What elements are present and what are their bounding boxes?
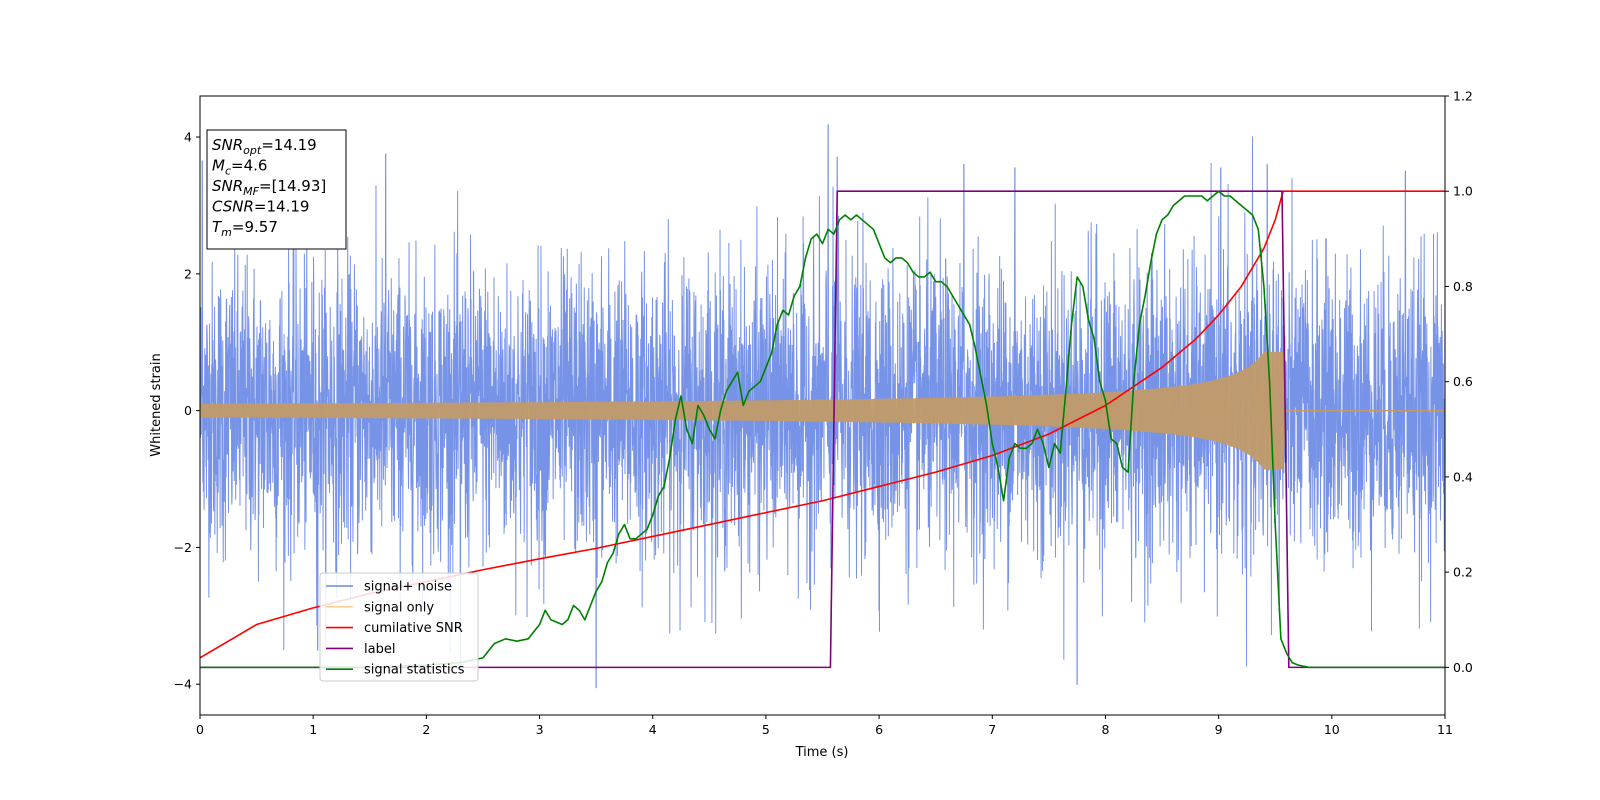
y-right-tick-label: 0.2 <box>1453 565 1473 580</box>
series-signal-statistics-line <box>200 190 1445 669</box>
info-box-line: SNRMF=[14.93] <box>212 177 326 198</box>
series-signal-only-line <box>200 351 1445 470</box>
legend-entry: cumilative SNR <box>364 621 463 636</box>
x-tick-label: 11 <box>1437 722 1453 737</box>
info-box-line: CSNR=14.19 <box>212 198 309 216</box>
y-axis-left: −4 −2 0 2 4 <box>174 130 200 692</box>
x-tick-label: 9 <box>1215 722 1223 737</box>
series-layer <box>200 124 1445 689</box>
x-tick-label: 1 <box>309 722 317 737</box>
y-right-tick-label: 0.6 <box>1453 374 1473 389</box>
y-left-tick-label: −2 <box>174 540 192 555</box>
legend-entry: signal+ noise <box>364 580 452 595</box>
legend-entry: label <box>364 642 395 657</box>
legend: signal+ noise signal only cumilative SNR la… <box>319 572 479 682</box>
y-right-tick-label: 0.8 <box>1453 279 1473 294</box>
x-tick-label: 5 <box>762 722 770 737</box>
x-tick-label: 7 <box>988 722 996 737</box>
x-tick-label: 3 <box>536 722 544 737</box>
info-box-frame <box>206 129 347 250</box>
y-left-tick-label: −4 <box>174 677 192 692</box>
legend-entry: signal statistics <box>364 663 465 678</box>
y-right-tick-label: 0.0 <box>1453 660 1473 675</box>
info-box: SNRopt=14.19Mc=4.6SNRMF=[14.93]CSNR=14.1… <box>206 129 347 250</box>
x-tick-label: 0 <box>196 722 204 737</box>
legend-entry: signal only <box>364 600 434 615</box>
plot-frame <box>199 95 1446 716</box>
y-left-tick-label: 0 <box>184 403 192 418</box>
x-tick-label: 4 <box>649 722 657 737</box>
legend-frame <box>319 572 479 682</box>
x-axis-label: Time (s) <box>795 745 849 760</box>
y-right-tick-label: 0.4 <box>1453 469 1473 484</box>
y-right-tick-label: 1.0 <box>1453 184 1473 199</box>
info-box-line: SNRopt=14.19 <box>212 136 317 157</box>
x-axis: 0 1 2 3 4 5 6 7 8 9 10 11 <box>196 715 1453 737</box>
y-left-tick-label: 4 <box>184 130 192 145</box>
y-axis-right: 0.0 0.2 0.4 0.6 0.8 1.0 1.2 <box>1445 89 1473 675</box>
y-right-tick-label: 1.2 <box>1453 89 1473 104</box>
x-tick-label: 8 <box>1101 722 1109 737</box>
x-tick-label: 6 <box>875 722 883 737</box>
x-tick-label: 10 <box>1324 722 1340 737</box>
x-tick-label: 2 <box>422 722 430 737</box>
y-left-tick-label: 2 <box>184 266 192 281</box>
info-box-line: Mc=4.6 <box>212 157 267 178</box>
y-axis-label: Whitened strain <box>149 353 164 456</box>
info-box-line: Tm=9.57 <box>212 218 278 239</box>
